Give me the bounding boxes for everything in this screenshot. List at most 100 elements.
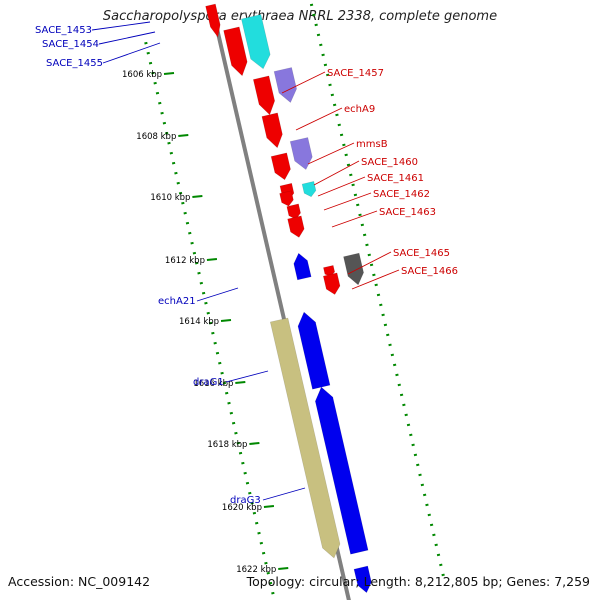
topology-text: Topology: circular; Length: 8,212,805 bp… [246, 574, 590, 589]
right-minor-tick [441, 573, 445, 577]
gene-arrow [322, 272, 341, 295]
gene-arrow [314, 386, 369, 555]
left-minor-tick [264, 561, 268, 565]
left-minor-tick [195, 261, 199, 265]
right-minor-tick [321, 53, 325, 57]
kbp-tick-label: 1622 kbp [236, 565, 276, 575]
gene-arrow [269, 317, 341, 559]
left-minor-tick [192, 251, 197, 255]
right-minor-tick [432, 533, 436, 537]
left-minor-tick [190, 241, 194, 245]
kbp-major-tick [163, 72, 175, 75]
left-minor-tick [155, 91, 160, 95]
left-minor-tick [261, 551, 266, 555]
right-minor-tick [436, 553, 441, 557]
label-leader-line [225, 370, 269, 383]
left-minor-tick [174, 171, 178, 175]
left-minor-tick [218, 361, 222, 365]
gene-label-right: SACE_1462 [373, 189, 430, 200]
kbp-tick-label: 1614 kbp [179, 317, 219, 327]
gene-label-right: echA9 [344, 104, 375, 115]
right-minor-tick [342, 143, 346, 147]
right-minor-tick [397, 383, 401, 387]
right-minor-tick [328, 83, 332, 87]
right-minor-tick [326, 73, 330, 77]
kbp-tick-label: 1608 kbp [136, 132, 176, 142]
left-minor-tick [248, 491, 252, 495]
right-minor-tick [392, 363, 397, 367]
left-minor-tick [188, 231, 192, 235]
gene-label-left: echA21 [158, 296, 196, 307]
kbp-major-tick [192, 195, 203, 198]
right-minor-tick [418, 473, 422, 477]
gene-arrow [287, 215, 305, 238]
gene-label-right: SACE_1465 [393, 248, 450, 259]
label-leader-line [313, 160, 360, 186]
right-minor-tick [399, 393, 404, 397]
gene-label-right: SACE_1461 [367, 173, 424, 184]
right-minor-tick [420, 483, 425, 487]
left-minor-tick [236, 441, 240, 445]
gene-arrow [279, 190, 294, 207]
right-minor-tick [379, 303, 383, 307]
left-minor-tick [171, 161, 176, 165]
left-minor-tick [238, 451, 243, 455]
left-minor-tick [259, 541, 264, 545]
right-minor-tick [353, 193, 358, 197]
accession-text: Accession: NC_009142 [8, 574, 151, 589]
label-leader-line [347, 251, 392, 275]
right-minor-tick [381, 313, 385, 317]
right-minor-tick [332, 103, 337, 107]
left-minor-tick [201, 291, 206, 295]
left-minor-tick [271, 591, 275, 595]
right-minor-tick [362, 233, 367, 237]
right-minor-tick [319, 43, 323, 47]
left-minor-tick [243, 471, 247, 475]
label-leader-line [196, 287, 239, 302]
gene-arrow [205, 3, 221, 38]
left-minor-tick [252, 511, 257, 515]
left-minor-tick [199, 281, 204, 285]
label-leader-line [351, 269, 400, 290]
label-leader-line [98, 31, 156, 45]
label-leader-line [262, 487, 306, 501]
left-minor-tick [165, 131, 169, 135]
left-minor-tick [162, 121, 167, 125]
left-minor-tick [245, 481, 250, 485]
gene-arrow [270, 152, 291, 181]
right-minor-tick [330, 93, 335, 97]
gene-label-left: SACE_1455 [46, 58, 103, 69]
right-minor-tick [390, 353, 395, 357]
kbp-major-tick [206, 258, 218, 261]
gene-arrow [343, 252, 364, 286]
gene-label-left: SACE_1454 [42, 39, 99, 50]
gene-label-right: SACE_1463 [379, 207, 436, 218]
left-minor-tick [183, 211, 187, 215]
right-minor-tick [409, 433, 413, 437]
kbp-tick-label: 1618 kbp [207, 440, 247, 450]
right-minor-tick [425, 503, 429, 507]
left-minor-tick [215, 351, 220, 355]
label-leader-line [295, 107, 343, 131]
gene-arrow [273, 67, 297, 103]
gene-arrow [252, 75, 276, 116]
label-leader-line [281, 71, 326, 94]
right-minor-tick [439, 563, 443, 567]
gene-label-left: draG1 [193, 377, 224, 388]
left-minor-tick [268, 581, 273, 585]
left-minor-tick [213, 341, 217, 345]
left-minor-tick [181, 201, 185, 205]
right-minor-tick [434, 543, 438, 547]
left-minor-tick [151, 71, 155, 75]
kbp-major-tick [278, 567, 289, 570]
left-minor-tick [222, 381, 227, 385]
right-minor-tick [365, 243, 369, 247]
gene-arrow [286, 203, 301, 220]
right-minor-tick [422, 493, 427, 497]
left-minor-tick [144, 41, 148, 45]
right-minor-tick [323, 63, 328, 67]
right-minor-tick [372, 273, 376, 277]
right-minor-tick [406, 423, 411, 427]
